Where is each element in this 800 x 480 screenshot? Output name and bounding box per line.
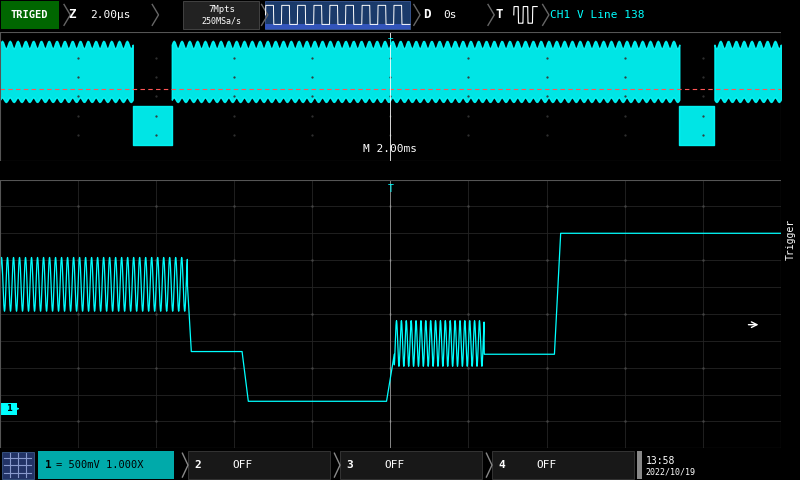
FancyBboxPatch shape (266, 24, 410, 29)
Text: OFF: OFF (232, 460, 252, 470)
Text: CH1 V Line 138: CH1 V Line 138 (550, 10, 645, 20)
FancyBboxPatch shape (2, 452, 34, 479)
Text: 2022/10/19: 2022/10/19 (646, 467, 696, 476)
Text: 2.00μs: 2.00μs (90, 10, 130, 20)
Text: 250MSa/s: 250MSa/s (202, 17, 242, 26)
Text: 0s: 0s (443, 10, 457, 20)
Text: 13:58: 13:58 (646, 456, 675, 466)
Text: T: T (387, 183, 394, 193)
FancyBboxPatch shape (1, 1, 59, 29)
Text: OFF: OFF (384, 460, 404, 470)
FancyBboxPatch shape (637, 451, 642, 479)
FancyBboxPatch shape (188, 451, 330, 479)
FancyBboxPatch shape (183, 1, 259, 29)
FancyBboxPatch shape (266, 1, 410, 29)
Text: Trigger: Trigger (786, 218, 795, 260)
Text: = 500mV 1.000X: = 500mV 1.000X (56, 460, 143, 470)
Text: TRIGED: TRIGED (11, 10, 49, 20)
Text: OFF: OFF (536, 460, 556, 470)
Text: T: T (496, 8, 503, 22)
Text: Z: Z (68, 8, 75, 22)
FancyBboxPatch shape (492, 451, 634, 479)
Text: 1: 1 (6, 404, 11, 413)
Text: M 2.00ms: M 2.00ms (363, 144, 418, 154)
Text: 4: 4 (498, 460, 505, 470)
FancyBboxPatch shape (340, 451, 482, 479)
FancyBboxPatch shape (0, 403, 17, 415)
Text: D: D (423, 8, 430, 22)
FancyBboxPatch shape (38, 451, 174, 479)
Text: 1: 1 (45, 460, 51, 470)
Text: 2: 2 (194, 460, 201, 470)
Text: 3: 3 (346, 460, 353, 470)
Text: 7Mpts: 7Mpts (208, 5, 235, 14)
Text: T: T (388, 38, 393, 47)
